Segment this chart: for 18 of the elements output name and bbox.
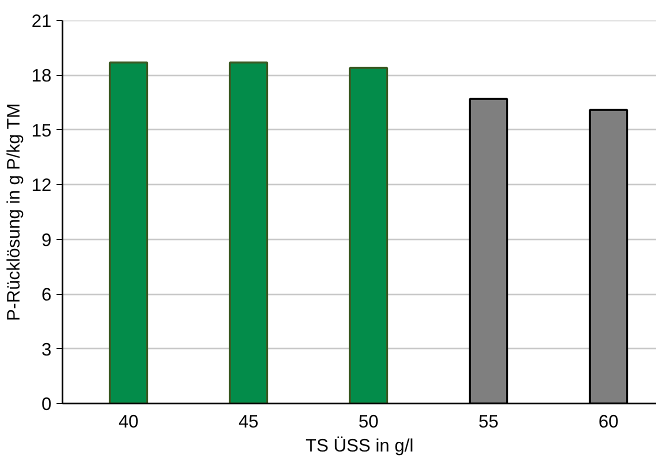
y-tick-label: 15 [31, 120, 52, 140]
y-tick-label: 21 [31, 11, 52, 31]
bar [348, 66, 388, 404]
x-axis-title: TS ÜSS in g/l [305, 436, 414, 456]
y-axis-title: P-Rücklösung in g P/kg TM [3, 103, 24, 322]
y-tick-label: 9 [41, 230, 52, 250]
x-tick-label: 40 [118, 412, 139, 432]
x-tick-label: 55 [478, 412, 499, 432]
bar [228, 61, 268, 404]
y-tick-label: 0 [41, 394, 52, 414]
x-tick-label: 45 [238, 412, 259, 432]
bar [108, 61, 148, 404]
y-tick-label: 18 [31, 66, 52, 86]
x-tick-label: 50 [358, 412, 379, 432]
x-tick-label: 60 [598, 412, 619, 432]
y-tick-label: 12 [31, 175, 52, 196]
y-tick-label: 3 [41, 339, 52, 360]
y-tick-label: 6 [41, 284, 52, 305]
